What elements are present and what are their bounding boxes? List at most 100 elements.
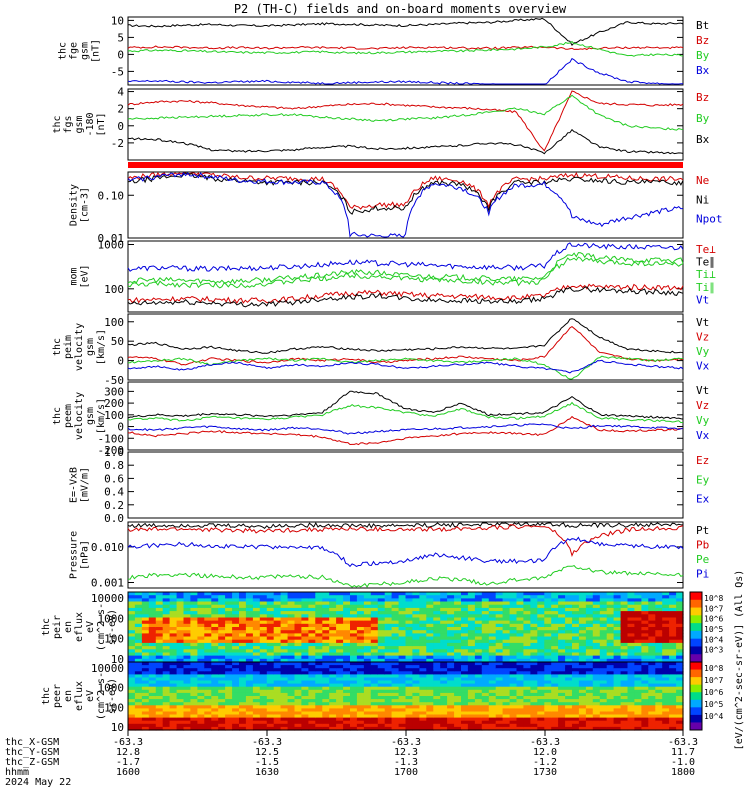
heatmap-cell — [190, 668, 198, 672]
heatmap-cell — [648, 630, 656, 634]
heatmap-cell — [183, 646, 191, 650]
heatmap-cell — [197, 607, 205, 612]
heatmap-cell — [391, 683, 400, 688]
heatmap-cell — [148, 614, 157, 619]
heatmap-cell — [592, 617, 601, 622]
heatmap-cell — [481, 620, 490, 625]
heatmap-cell — [155, 611, 164, 615]
heatmap-cell — [370, 595, 379, 599]
heatmap-cell — [551, 614, 559, 619]
heatmap-cell — [350, 726, 358, 731]
heatmap-cell — [578, 607, 587, 612]
heatmap-cell — [363, 683, 372, 688]
heatmap-cell — [329, 711, 337, 716]
heatmap-cell — [433, 636, 441, 641]
heatmap-cell — [516, 686, 524, 691]
heatmap-cell — [488, 665, 497, 669]
heatmap-cell — [620, 677, 629, 682]
heatmap-cell — [384, 683, 393, 688]
heatmap-cell — [467, 677, 476, 682]
heatmap-cell — [370, 723, 379, 728]
heatmap-cell — [454, 601, 462, 606]
heatmap-cell — [398, 717, 407, 722]
heatmap-cell — [273, 720, 282, 725]
heatmap-cell — [558, 699, 566, 703]
heatmap-cell — [495, 708, 504, 713]
panel-frame — [127, 313, 684, 381]
heatmap-cell — [509, 708, 518, 713]
heatmap-cell — [481, 692, 490, 697]
series-Vy — [127, 401, 684, 424]
heatmap-cell — [128, 630, 136, 634]
heatmap-cell — [641, 595, 649, 599]
heatmap-cell — [134, 708, 143, 713]
heatmap-cell — [648, 598, 656, 603]
heatmap-cell — [398, 686, 407, 691]
heatmap-cell — [488, 726, 497, 731]
heatmap-cell — [662, 692, 670, 697]
heatmap-cell — [634, 646, 642, 650]
heatmap-cell — [329, 627, 337, 631]
heatmap-cell — [509, 598, 518, 603]
heatmap-cell — [509, 723, 518, 728]
y-tick-label: 10 — [111, 653, 124, 666]
heatmap-cell — [239, 620, 247, 625]
heatmap-cell — [537, 702, 545, 706]
heatmap-cell — [655, 686, 663, 691]
heatmap-cell — [315, 662, 323, 666]
heatmap-cell — [572, 595, 580, 599]
heatmap-cell — [523, 658, 531, 663]
heatmap-cell — [356, 699, 365, 703]
heatmap-cell — [398, 611, 407, 615]
heatmap-cell — [148, 662, 157, 666]
heatmap-cell — [495, 674, 504, 679]
heatmap-cell — [301, 598, 309, 603]
heatmap-cell — [620, 702, 629, 706]
heatmap-cell — [377, 665, 386, 669]
y-tick-label: -5 — [111, 65, 124, 78]
heatmap-cell — [169, 665, 178, 669]
heatmap-cell — [440, 717, 448, 722]
heatmap-cell — [134, 711, 143, 716]
heatmap-cell — [502, 636, 511, 641]
heatmap-cell — [162, 607, 171, 612]
heatmap-cell — [134, 636, 143, 641]
heatmap-cell — [537, 708, 545, 713]
heatmap-cell — [377, 607, 386, 612]
heatmap-cell — [266, 689, 275, 694]
heatmap-cell — [419, 630, 427, 634]
heatmap-cell — [162, 633, 171, 638]
heatmap-cell — [211, 649, 219, 654]
heatmap-cell — [315, 601, 323, 606]
heatmap-cell — [426, 717, 434, 722]
heatmap-cell — [662, 711, 670, 716]
colorbar-segment — [690, 592, 702, 601]
heatmap-cell — [613, 689, 622, 694]
heatmap-cell — [259, 652, 268, 657]
heatmap-cell — [440, 674, 448, 679]
heatmap-cell — [544, 662, 552, 666]
heatmap-cell — [162, 630, 171, 634]
heatmap-cell — [211, 723, 219, 728]
heatmap-cell — [301, 696, 309, 700]
y-label-line: eflux — [74, 612, 85, 642]
heatmap-cell — [183, 714, 191, 719]
heatmap-cell — [266, 677, 275, 682]
heatmap-cell — [183, 658, 191, 663]
heatmap-cell — [502, 633, 511, 638]
heatmap-cell — [239, 674, 247, 679]
heatmap-cell — [252, 592, 261, 596]
heatmap-cell — [592, 652, 601, 657]
heatmap-cell — [280, 714, 289, 719]
x-row-value: -63.3 — [668, 737, 698, 748]
heatmap-cell — [356, 595, 365, 599]
heatmap-cell — [308, 723, 316, 728]
heatmap-cell — [572, 607, 580, 612]
heatmap-cell — [329, 705, 337, 709]
heatmap-cell — [641, 627, 649, 631]
heatmap-cell — [273, 696, 282, 700]
heatmap-cell — [356, 705, 365, 709]
heatmap-cell — [315, 636, 323, 641]
heatmap-cell — [377, 658, 386, 663]
heatmap-cell — [669, 617, 677, 622]
